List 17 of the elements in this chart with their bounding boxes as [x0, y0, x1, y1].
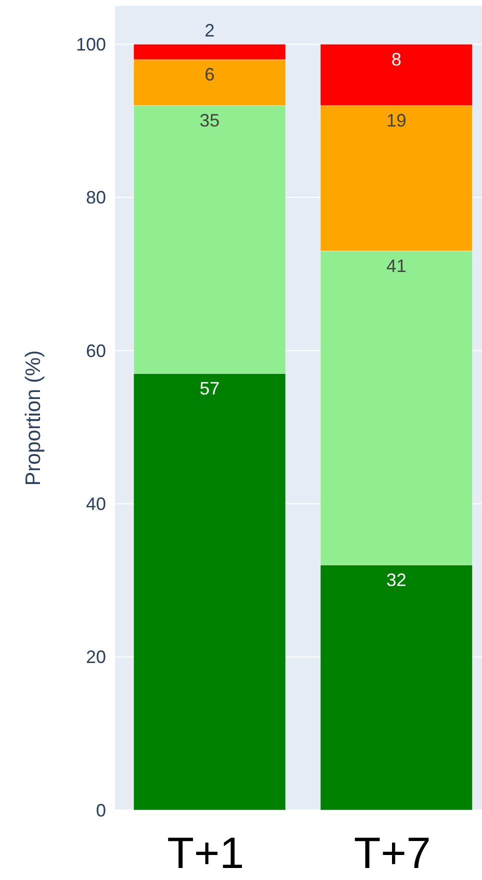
y-tick-label: 40 — [86, 494, 106, 514]
data-label: 57 — [200, 378, 220, 399]
data-label: 19 — [386, 110, 406, 131]
y-tick-label: 60 — [86, 340, 106, 361]
data-label: 32 — [386, 570, 406, 590]
x-tick-label: T+1 — [167, 829, 244, 878]
data-label: 8 — [391, 49, 402, 70]
y-tick-label: 80 — [86, 188, 106, 208]
data-label: 2 — [204, 20, 215, 40]
y-tick-label: 20 — [86, 647, 106, 668]
x-tick-label: T+7 — [354, 829, 431, 878]
y-tick-label: 100 — [76, 34, 106, 55]
data-label: 35 — [200, 110, 220, 131]
data-label: 41 — [386, 256, 406, 276]
data-label: 6 — [204, 64, 215, 85]
y-axis-title: Proportion (%) — [22, 350, 45, 486]
y-tick-label: 0 — [96, 800, 106, 820]
